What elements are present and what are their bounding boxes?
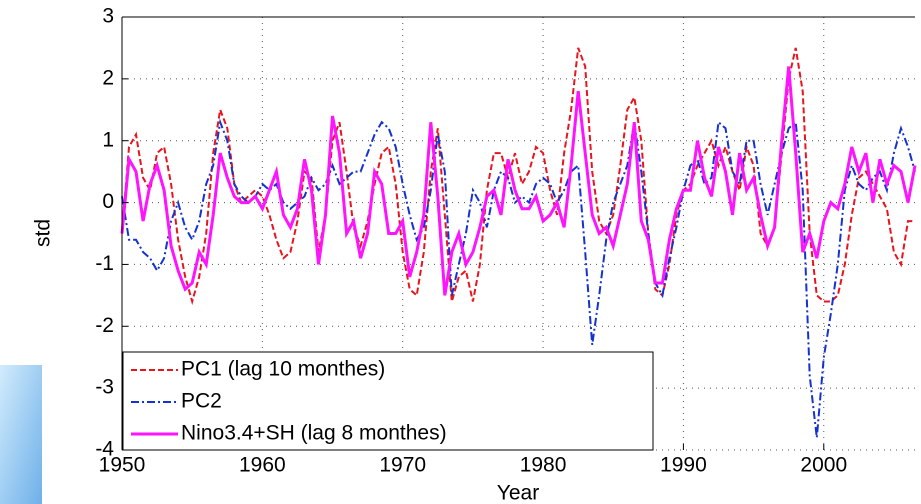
y-axis-label: std bbox=[32, 219, 55, 247]
legend-label: PC1 (lag 10 monthes) bbox=[181, 358, 385, 381]
y-tick-label: -2 bbox=[95, 314, 114, 337]
x-tick-label: 1970 bbox=[379, 454, 426, 477]
x-axis-label: Year bbox=[497, 482, 539, 504]
axes: 1950 1960 1970 1980 1990 2000 -4 -3 -2 -1 0 1 2 3 bbox=[95, 5, 915, 477]
x-tick-label: 1980 bbox=[520, 454, 567, 477]
y-tick-label: 0 bbox=[102, 190, 114, 213]
legend-label: PC2 bbox=[181, 390, 222, 413]
y-tick-label: 2 bbox=[102, 66, 114, 89]
y-tick-label: -4 bbox=[95, 438, 114, 461]
y-tick-label: 3 bbox=[102, 5, 114, 28]
x-tick-label: 2000 bbox=[800, 454, 847, 477]
y-tick-label: 1 bbox=[102, 128, 114, 151]
x-tick-label: 1950 bbox=[99, 454, 146, 477]
legend: PC1 (lag 10 monthes) PC2 Nino3.4+SH (lag 8… bbox=[122, 351, 654, 451]
decoration bbox=[0, 365, 42, 504]
legend-box bbox=[122, 351, 654, 451]
x-tick-label: 1990 bbox=[660, 454, 707, 477]
y-tick-label: -1 bbox=[95, 252, 114, 275]
series-line bbox=[120, 66, 917, 296]
series-line bbox=[121, 47, 915, 306]
legend-label: Nino3.4+SH (lag 8 monthes) bbox=[181, 422, 447, 445]
y-tick-label: -3 bbox=[95, 376, 114, 399]
x-tick-label: 1960 bbox=[239, 454, 286, 477]
plot-lines bbox=[120, 47, 917, 438]
